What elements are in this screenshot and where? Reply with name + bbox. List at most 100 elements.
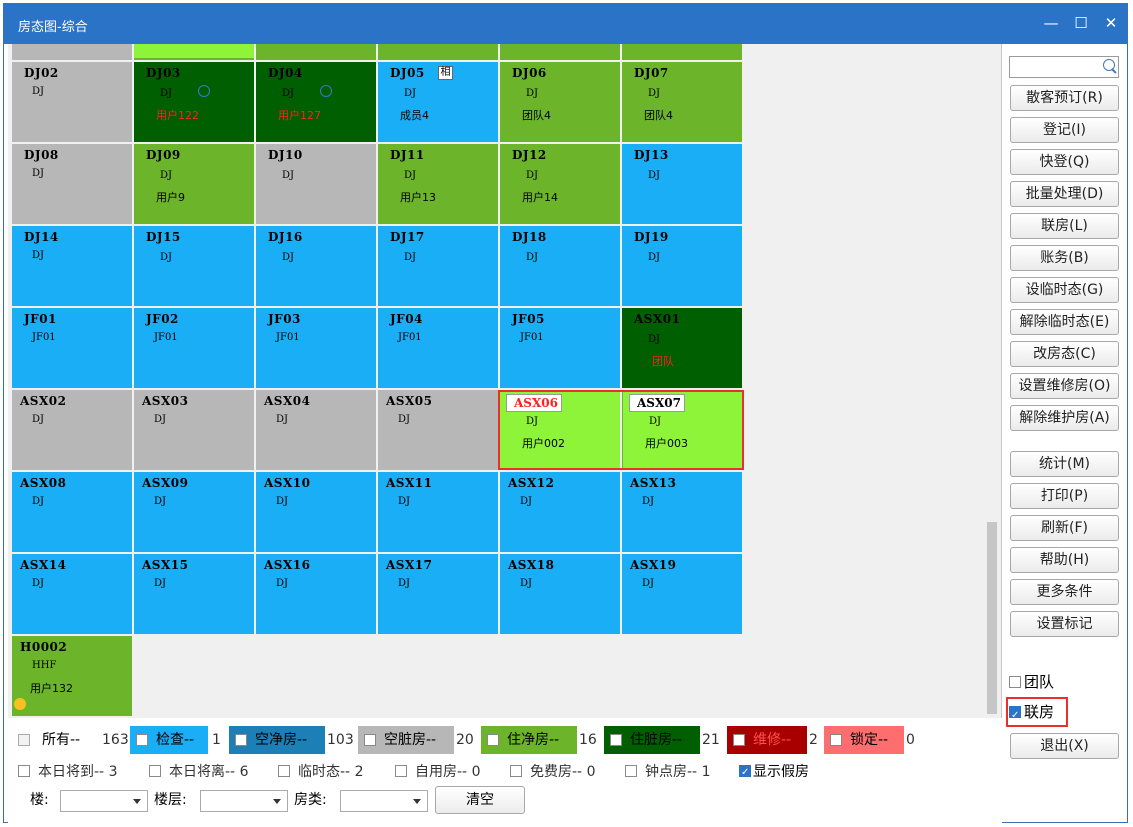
room-partial[interactable] <box>12 44 132 60</box>
clear-filters-button[interactable]: 清空 <box>435 786 525 814</box>
room-card[interactable]: DJ06 DJ 团队4 <box>500 62 620 142</box>
room-card[interactable]: ASX02 DJ <box>12 390 132 470</box>
room-card[interactable]: DJ11 DJ 用户13 <box>378 144 498 224</box>
print-button[interactable]: 打印(P) <box>1010 483 1119 509</box>
room-card[interactable]: ASX18 DJ <box>500 554 620 634</box>
set-temp-status-button[interactable]: 设临时态(G) <box>1010 277 1119 303</box>
legend-all[interactable]: 所有-- 163 <box>16 726 132 754</box>
link-rooms-button[interactable]: 联房(L) <box>1010 213 1119 239</box>
room-card[interactable]: ASX10 DJ <box>256 472 376 552</box>
room-card[interactable]: DJ12 DJ 用户14 <box>500 144 620 224</box>
room-card[interactable]: DJ02 DJ <box>12 62 132 142</box>
checkin-button[interactable]: 登记(I) <box>1010 117 1119 143</box>
room-card[interactable]: JF04 JF01 <box>378 308 498 388</box>
room-card-selected[interactable]: ASX07 DJ 用户003 <box>622 390 742 470</box>
filter-free-room[interactable]: 免费房-- 0 <box>510 762 595 782</box>
room-card[interactable]: DJ10 DJ <box>256 144 376 224</box>
room-card[interactable]: JF03 JF01 <box>256 308 376 388</box>
room-card[interactable]: DJ03 DJ 用户122 <box>134 62 254 142</box>
room-card[interactable]: H0002 HHF 用户132 <box>12 636 132 716</box>
legend-occupied-dirty[interactable]: 住脏房-- 21 <box>604 726 726 754</box>
room-card[interactable]: ASX03 DJ <box>134 390 254 470</box>
room-partial[interactable] <box>500 44 620 60</box>
filter-temp-status[interactable]: 临时态-- 2 <box>278 762 363 782</box>
minimize-icon[interactable]: — <box>1043 14 1059 32</box>
room-card[interactable]: DJ13 DJ <box>622 144 742 224</box>
more-conditions-button[interactable]: 更多条件 <box>1010 579 1119 605</box>
statistics-button[interactable]: 统计(M) <box>1010 451 1119 477</box>
legend-maintenance[interactable]: 维修-- 2 <box>727 726 827 754</box>
filter-label: 临时态-- <box>298 764 351 780</box>
filter-departing-today[interactable]: 本日将离-- 6 <box>149 762 248 782</box>
change-room-status-button[interactable]: 改房态(C) <box>1010 341 1119 367</box>
room-card[interactable]: ASX05 DJ <box>378 390 498 470</box>
room-partial[interactable] <box>622 44 742 60</box>
room-card[interactable]: DJ14 DJ <box>12 226 132 306</box>
room-card[interactable]: ASX09 DJ <box>134 472 254 552</box>
room-card[interactable]: DJ18 DJ <box>500 226 620 306</box>
batch-process-button[interactable]: 批量处理(D) <box>1010 181 1119 207</box>
room-card-selected[interactable]: ASX06 DJ 用户002 <box>500 390 620 470</box>
roomtype-select[interactable] <box>340 790 428 812</box>
filter-show-fake-rooms[interactable]: 显示假房 <box>739 762 809 783</box>
room-card[interactable]: JF01 JF01 <box>12 308 132 388</box>
team-label: 团队 <box>1024 673 1055 691</box>
accounts-button[interactable]: 账务(B) <box>1010 245 1119 271</box>
room-partial[interactable] <box>256 44 376 60</box>
legend-locked[interactable]: 锁定-- 0 <box>824 726 924 754</box>
room-partial[interactable] <box>378 44 498 60</box>
legend-vacant-clean[interactable]: 空净房-- 103 <box>229 726 359 754</box>
room-card[interactable]: JF02 JF01 <box>134 308 254 388</box>
vertical-scrollbar[interactable] <box>987 522 997 714</box>
walkin-booking-button[interactable]: 散客预订(R) <box>1010 85 1119 111</box>
room-card[interactable]: ASX08 DJ <box>12 472 132 552</box>
room-card[interactable]: DJ09 DJ 用户9 <box>134 144 254 224</box>
clear-maintenance-button[interactable]: 解除维护房(A) <box>1010 405 1119 431</box>
room-card[interactable]: ASX19 DJ <box>622 554 742 634</box>
room-card[interactable]: ASX01 DJ 团队 <box>622 308 742 388</box>
floor-select[interactable] <box>200 790 288 812</box>
room-card[interactable]: DJ05 相 DJ 成员4 <box>378 62 498 142</box>
room-class: DJ <box>648 252 661 263</box>
room-card[interactable]: ASX04 DJ <box>256 390 376 470</box>
room-card[interactable]: JF05 JF01 <box>500 308 620 388</box>
room-card[interactable]: ASX17 DJ <box>378 554 498 634</box>
room-card[interactable]: DJ04 DJ 用户127 <box>256 62 376 142</box>
exit-button[interactable]: 退出(X) <box>1010 733 1119 759</box>
room-partial[interactable] <box>134 44 254 60</box>
room-card[interactable]: DJ17 DJ <box>378 226 498 306</box>
room-card[interactable]: ASX11 DJ <box>378 472 498 552</box>
room-card[interactable]: ASX15 DJ <box>134 554 254 634</box>
room-card[interactable]: DJ16 DJ <box>256 226 376 306</box>
clear-temp-status-button[interactable]: 解除临时态(E) <box>1010 309 1119 335</box>
help-button[interactable]: 帮助(H) <box>1010 547 1119 573</box>
filter-arriving-today[interactable]: 本日将到-- 3 <box>18 762 117 782</box>
room-class: DJ <box>32 414 45 425</box>
refresh-button[interactable]: 刷新(F) <box>1010 515 1119 541</box>
legend-vacant-dirty[interactable]: 空脏房-- 20 <box>358 726 480 754</box>
room-search-input[interactable] <box>1009 56 1119 78</box>
room-card[interactable]: ASX12 DJ <box>500 472 620 552</box>
close-icon[interactable]: ✕ <box>1104 14 1118 32</box>
filter-self-use[interactable]: 自用房-- 0 <box>395 762 480 782</box>
room-card[interactable]: DJ08 DJ <box>12 144 132 224</box>
room-card[interactable]: DJ19 DJ <box>622 226 742 306</box>
legend-count: 1 <box>212 732 221 748</box>
room-card[interactable]: ASX13 DJ <box>622 472 742 552</box>
room-card[interactable]: ASX14 DJ <box>12 554 132 634</box>
team-checkbox[interactable]: 团队 <box>1009 670 1054 694</box>
room-card[interactable]: DJ07 DJ 团队4 <box>622 62 742 142</box>
maximize-icon[interactable]: ☐ <box>1074 14 1088 32</box>
filter-hourly-room[interactable]: 钟点房-- 1 <box>625 762 710 782</box>
set-maintenance-button[interactable]: 设置维修房(O) <box>1010 373 1119 399</box>
set-marker-button[interactable]: 设置标记 <box>1010 611 1119 637</box>
room-card[interactable]: DJ15 DJ <box>134 226 254 306</box>
legend-count: 20 <box>456 732 474 748</box>
room-card[interactable]: ASX16 DJ <box>256 554 376 634</box>
building-select[interactable] <box>60 790 148 812</box>
room-number: DJ04 <box>268 66 303 80</box>
quick-checkin-button[interactable]: 快登(Q) <box>1010 149 1119 175</box>
link-rooms-checkbox[interactable]: 联房 <box>1009 700 1054 728</box>
legend-occupied-clean[interactable]: 住净房-- 16 <box>481 726 603 754</box>
legend-inspect[interactable]: 检查-- 1 <box>130 726 226 754</box>
